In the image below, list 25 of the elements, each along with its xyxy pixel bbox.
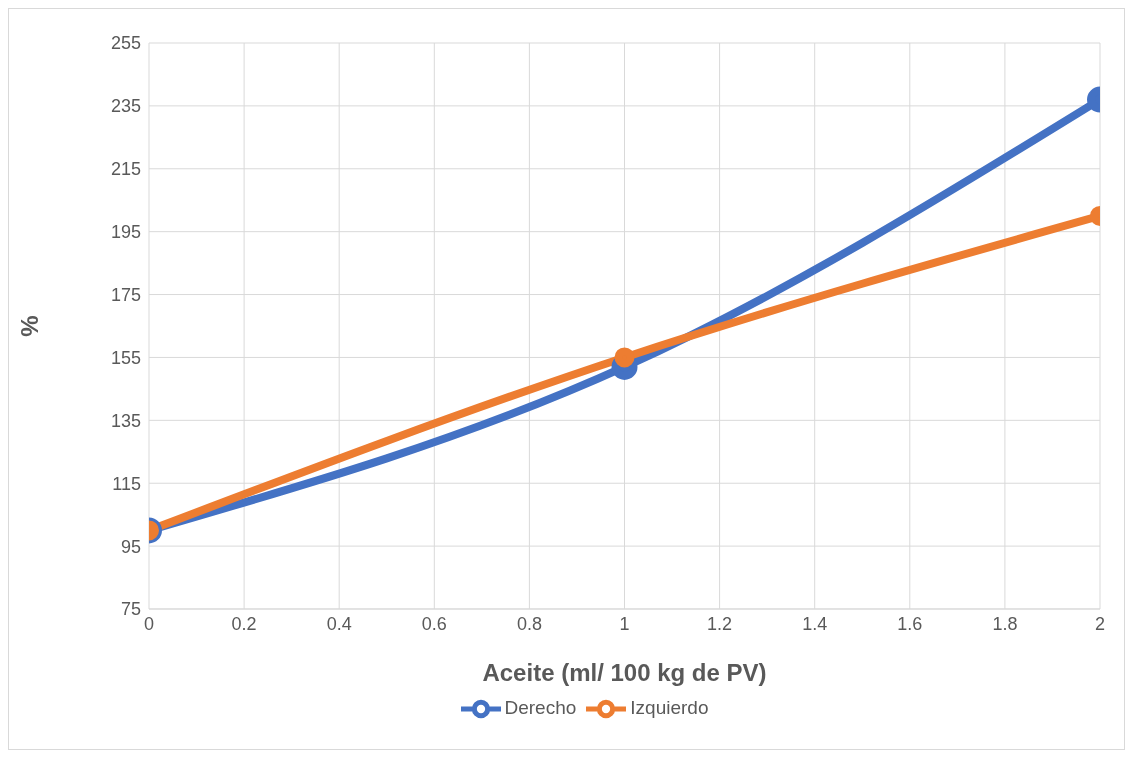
x-tick-label: 0.2 (231, 613, 257, 634)
x-tick-label: 0 (143, 613, 155, 634)
x-tick-label: 1.6 (897, 613, 923, 634)
x-tick-label: 0.6 (421, 613, 447, 634)
y-tick-label: 175 (110, 284, 141, 305)
x-tick-label: 1.8 (992, 613, 1018, 634)
x-tick-label: 0.8 (516, 613, 542, 634)
y-tick-label: 95 (120, 536, 141, 557)
x-tick-label: 1 (619, 613, 630, 634)
y-axis-title: % (15, 315, 43, 337)
y-tick-label: 115 (112, 473, 141, 494)
y-tick-label: 195 (110, 222, 141, 243)
legend-label: Izquierdo (630, 697, 709, 719)
y-tick-label: 215 (110, 159, 141, 180)
x-tick-label: 2 (1094, 613, 1106, 634)
y-tick-label: 235 (110, 96, 141, 117)
x-tick-label: 1.4 (802, 613, 828, 634)
y-tick-label: 155 (110, 347, 141, 368)
y-tick-label: 255 (110, 33, 141, 54)
x-tick-label: 1.2 (707, 613, 733, 634)
x-axis-title: Aceite (ml/ 100 kg de PV) (482, 659, 767, 686)
y-tick-label: 75 (120, 599, 141, 620)
y-tick-label: 135 (110, 410, 141, 431)
x-tick-label: 0.4 (326, 613, 352, 634)
legend-label: Derecho (504, 697, 577, 719)
